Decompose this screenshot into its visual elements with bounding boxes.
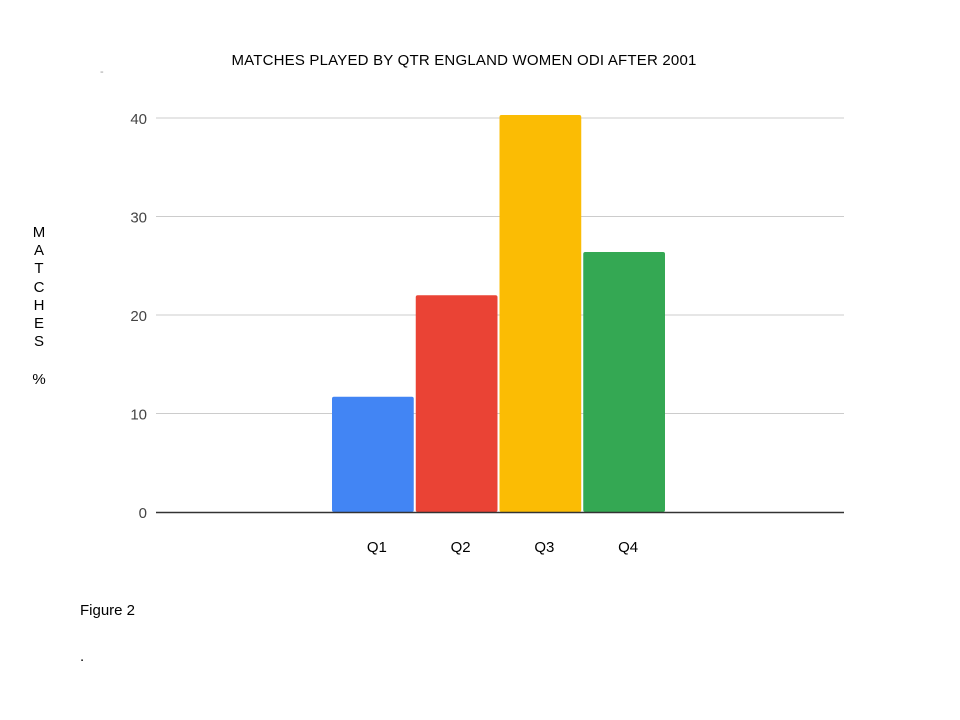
bar-q3 xyxy=(499,115,582,513)
y-tick-label: 40 xyxy=(130,111,147,128)
figure-caption: Figure 2 xyxy=(80,602,136,619)
y-tick-labels: 0 10 20 30 40 xyxy=(130,111,147,522)
x-tick-label: Q4 xyxy=(618,539,638,556)
y-axis-label-letter: C xyxy=(33,278,45,296)
y-axis-label-letter: A xyxy=(33,242,44,260)
y-axis-label-letter: E xyxy=(33,315,44,333)
bar-q4 xyxy=(583,251,665,512)
y-axis-label-letter: T xyxy=(34,260,44,278)
trailing-mark: . xyxy=(80,648,85,665)
y-tick-label: 10 xyxy=(130,407,147,424)
bar-q2 xyxy=(415,295,498,512)
x-tick-label: Q3 xyxy=(534,539,554,556)
y-axis-unit: % xyxy=(32,371,46,389)
y-tick-label: 30 xyxy=(130,210,147,227)
y-axis-label-letter: S xyxy=(33,333,44,351)
x-tick-label: Q2 xyxy=(451,539,471,556)
y-axis-label-letter: M xyxy=(32,224,46,241)
x-tick-label: Q1 xyxy=(367,539,387,556)
y-tick-label: 0 xyxy=(139,505,147,522)
stray-mark: - xyxy=(100,66,104,78)
bar-q1 xyxy=(332,396,414,512)
x-tick-labels: Q1 Q2 Q3 Q4 xyxy=(367,539,638,556)
y-tick-label: 20 xyxy=(130,308,147,325)
chart-title: MATCHES PLAYED BY QTR ENGLAND WOMEN ODI … xyxy=(231,52,697,69)
bars xyxy=(332,115,665,513)
y-axis-label-letter: H xyxy=(33,296,45,314)
